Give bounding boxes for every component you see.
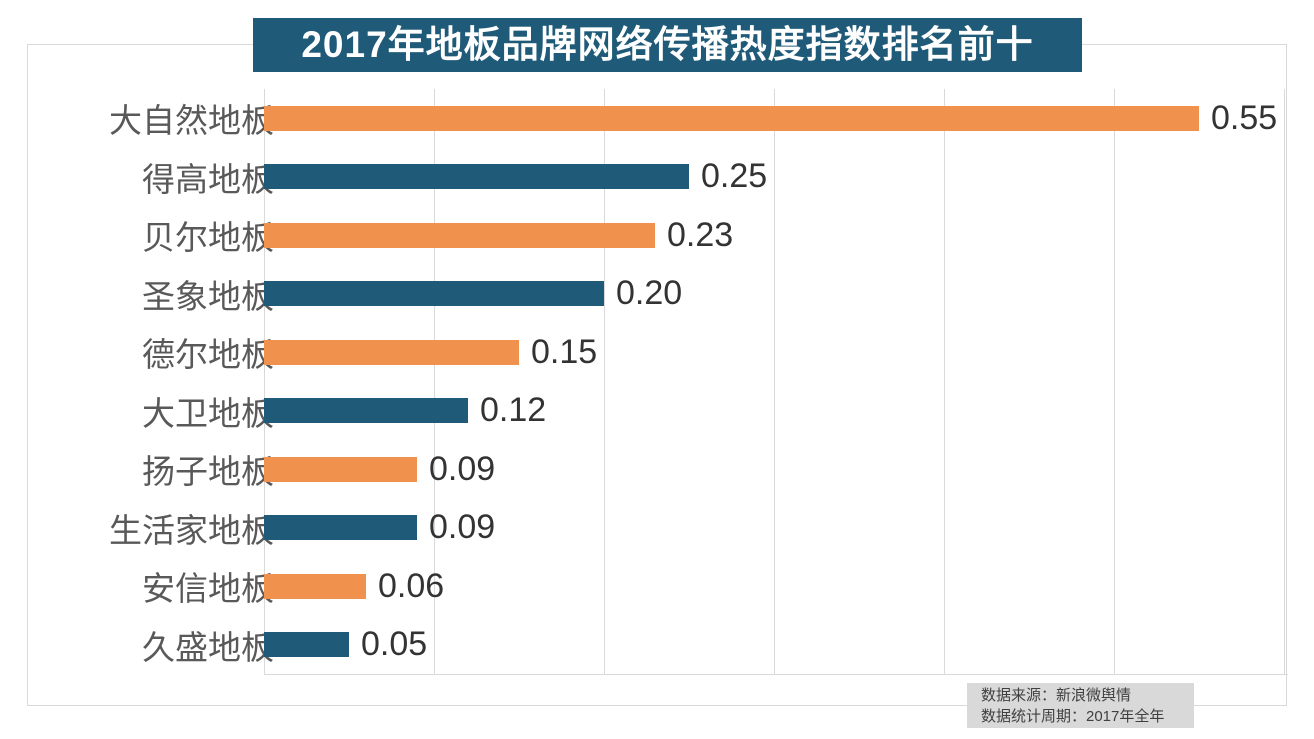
category-label: 大自然地板 — [109, 102, 274, 140]
category-label: 大卫地板 — [142, 394, 274, 432]
source-note-box: 数据来源：新浪微舆情 数据统计周期：2017年全年 — [967, 683, 1194, 728]
source-note-line1: 数据来源：新浪微舆情 — [981, 687, 1132, 704]
category-label: 久盛地板 — [142, 628, 274, 666]
bar-row: 大自然地板 0.55 — [28, 89, 1314, 148]
bar — [264, 573, 366, 599]
gridline — [1284, 89, 1285, 674]
gridline — [604, 89, 605, 674]
bar-row: 安信地板 0.06 — [28, 557, 1314, 616]
value-label: 0.06 — [378, 566, 445, 605]
bar — [264, 339, 519, 365]
bar — [264, 281, 604, 307]
value-label: 0.12 — [480, 391, 547, 430]
bar-row: 生活家地板 0.09 — [28, 499, 1314, 558]
category-label: 贝尔地板 — [142, 219, 274, 257]
value-label: 0.55 — [1211, 98, 1278, 137]
bar — [264, 164, 689, 190]
bar — [264, 222, 655, 248]
category-label: 圣象地板 — [142, 277, 274, 315]
bar-row: 贝尔地板 0.23 — [28, 206, 1314, 265]
value-label: 0.23 — [667, 215, 734, 254]
bar — [264, 456, 417, 482]
chart-title: 2017年地板品牌网络传播热度指数排名前十 — [301, 24, 1034, 65]
bar-row: 久盛地板 0.05 — [28, 616, 1314, 675]
chart-border-box: 大自然地板 0.55 得高地板 0.25 贝尔地板 0.23 圣象地板 0.20… — [27, 44, 1288, 706]
value-label: 0.09 — [429, 449, 496, 488]
value-label: 0.15 — [531, 332, 598, 371]
bar-row: 圣象地板 0.20 — [28, 265, 1314, 324]
bar-row: 德尔地板 0.15 — [28, 323, 1314, 382]
x-axis-line — [264, 674, 1288, 675]
value-label: 0.09 — [429, 508, 496, 547]
source-note-line2: 数据统计周期：2017年全年 — [981, 708, 1165, 725]
category-label: 扬子地板 — [142, 453, 274, 491]
gridline — [1114, 89, 1115, 674]
value-label: 0.20 — [616, 274, 683, 313]
bar-row: 扬子地板 0.09 — [28, 440, 1314, 499]
category-label: 得高地板 — [142, 160, 274, 198]
value-label: 0.05 — [361, 625, 428, 664]
bar — [264, 632, 349, 658]
value-label: 0.25 — [701, 157, 768, 196]
bar — [264, 398, 468, 424]
category-label: 安信地板 — [142, 570, 274, 608]
category-label: 生活家地板 — [109, 511, 274, 549]
bar — [264, 515, 417, 541]
category-label: 德尔地板 — [142, 336, 274, 374]
bar — [264, 105, 1199, 131]
gridline — [944, 89, 945, 674]
bar-row: 得高地板 0.25 — [28, 148, 1314, 207]
bar-row: 大卫地板 0.12 — [28, 382, 1314, 441]
gridline — [774, 89, 775, 674]
chart-title-banner: 2017年地板品牌网络传播热度指数排名前十 — [253, 18, 1082, 72]
gridline — [434, 89, 435, 674]
gridline — [264, 89, 265, 674]
